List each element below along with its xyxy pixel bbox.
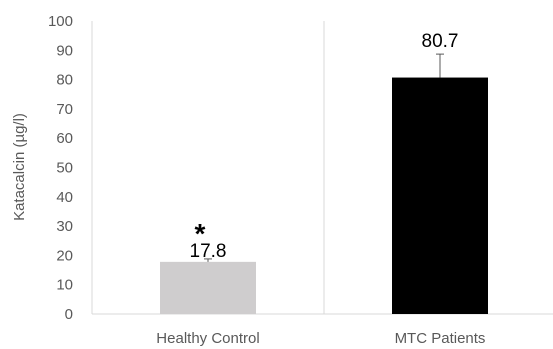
- y-tick-label: 30: [56, 218, 73, 235]
- category-labels: Healthy Control MTC Patients: [156, 330, 485, 347]
- bar-0: [160, 261, 256, 314]
- y-tick-label: 10: [56, 277, 73, 294]
- category-label-0: Healthy Control: [156, 330, 259, 347]
- y-tick-label: 70: [56, 101, 73, 118]
- data-labels: 17.8* 80.7: [190, 31, 459, 262]
- significance-marker: *: [195, 218, 206, 249]
- y-tick-label: 50: [56, 160, 73, 177]
- y-tick-label: 90: [56, 42, 73, 59]
- y-axis-title: Katacalcin (µg/l): [11, 113, 28, 221]
- error-bars: [204, 53, 444, 262]
- y-tick-label: 0: [65, 306, 73, 323]
- data-label-1: 80.7: [422, 31, 459, 52]
- bar-1: [392, 77, 488, 314]
- y-tick-label: 40: [56, 189, 73, 206]
- category-label-1: MTC Patients: [395, 330, 486, 347]
- y-tick-label: 100: [48, 13, 73, 30]
- y-tick-label: 20: [56, 247, 73, 264]
- data-label-0: 17.8: [190, 241, 227, 262]
- y-tick-label: 60: [56, 130, 73, 147]
- y-tick-labels: 0 10 20 30 40 50 60 70 80 90 100: [48, 13, 73, 323]
- bars: [160, 77, 488, 314]
- y-tick-label: 80: [56, 72, 73, 89]
